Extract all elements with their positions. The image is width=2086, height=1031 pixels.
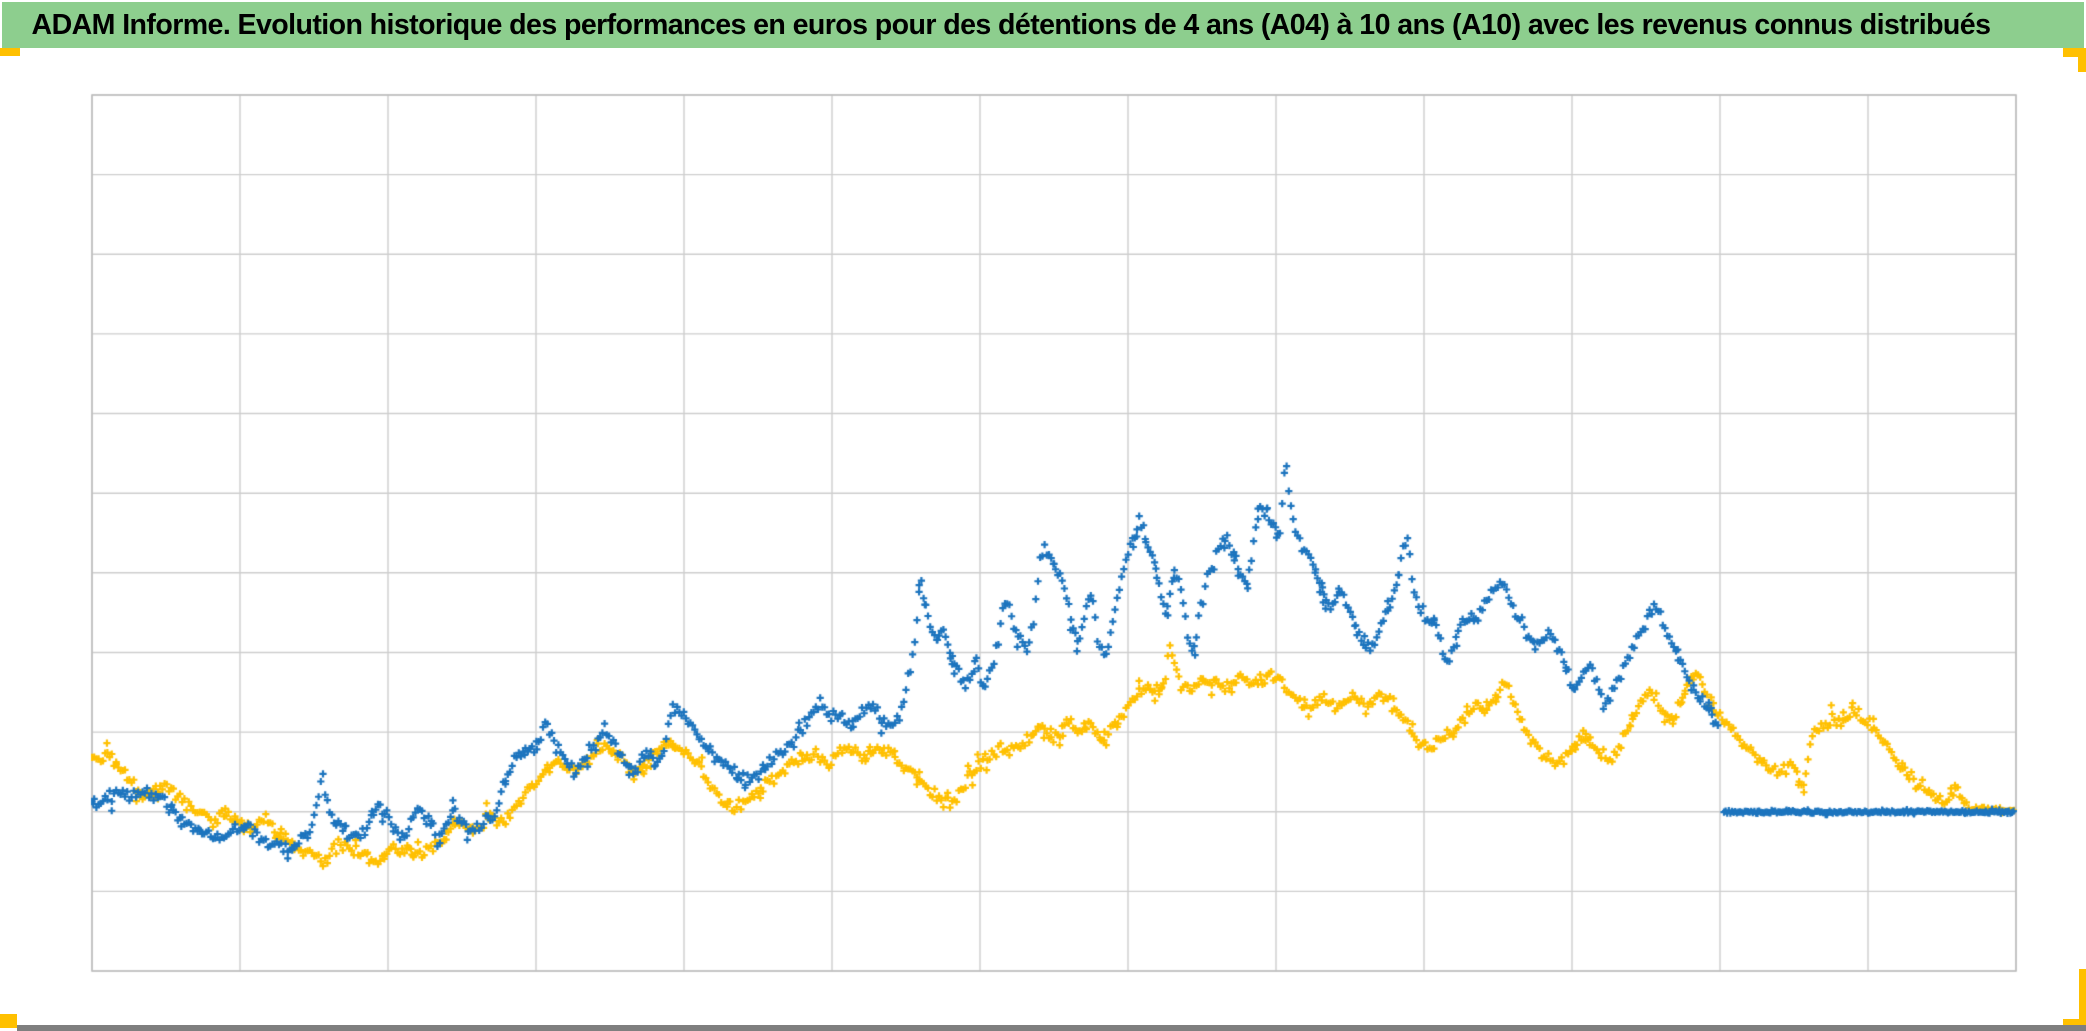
accent-bottom-right-corner (2079, 969, 2086, 1024)
page-title: ADAM Informe. Evolution historique des p… (31, 8, 1991, 41)
accent-bottom-left (0, 1014, 17, 1028)
title-bar: ADAM Informe. Evolution historique des p… (2, 2, 2084, 48)
bottom-bar (17, 1025, 2086, 1031)
accent-top-right-corner (2063, 48, 2086, 57)
accent-bottom-right-corner (2063, 1019, 2086, 1028)
accent-top-right-corner (2078, 48, 2086, 72)
accent-top-left (0, 48, 20, 56)
